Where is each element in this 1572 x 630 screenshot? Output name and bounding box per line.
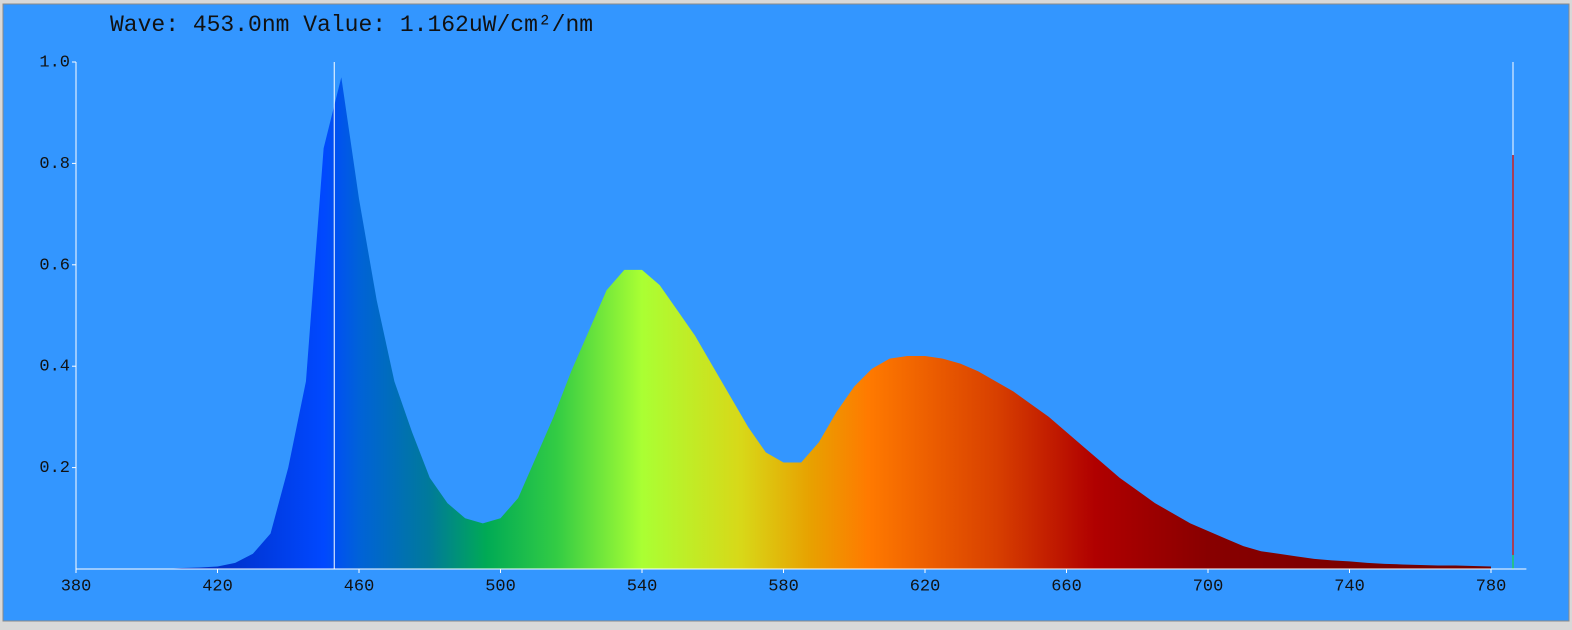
x-tick-label: 460	[344, 577, 375, 596]
x-tick-label: 580	[768, 577, 799, 596]
x-tick-label: 420	[202, 577, 233, 596]
x-tick-label: 780	[1476, 577, 1507, 596]
y-tick-label: 0.6	[39, 256, 70, 275]
y-tick-label: 1.0	[39, 53, 70, 72]
y-tick-label: 0.4	[39, 358, 70, 377]
y-tick-label: 0.2	[39, 459, 70, 478]
spectrum-area	[76, 77, 1491, 570]
chart-title: Wave: 453.0nm Value: 1.162uW/cm²/nm	[110, 12, 593, 38]
x-tick-label: 620	[910, 577, 941, 596]
x-tick-label: 740	[1334, 577, 1365, 596]
x-tick-label: 660	[1051, 577, 1082, 596]
y-tick-label: 0.8	[39, 155, 70, 174]
x-tick-label: 700	[1193, 577, 1224, 596]
x-tick-label: 540	[627, 577, 658, 596]
x-tick-label: 500	[485, 577, 516, 596]
x-tick-label: 380	[61, 577, 92, 596]
